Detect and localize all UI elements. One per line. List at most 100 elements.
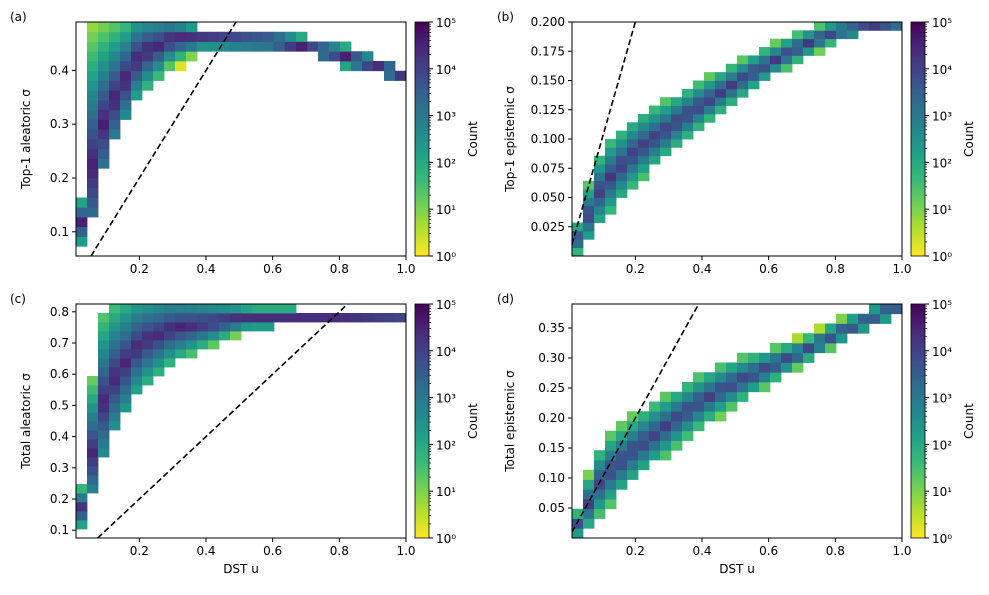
heatmap-cell [748,55,760,65]
heatmap-cell [836,30,848,40]
heatmap-cell [241,31,253,42]
heatmap-cell [605,499,617,510]
heatmap-cell [759,55,771,65]
heatmap-cell [318,41,330,52]
heatmap-cell [164,340,176,350]
heatmap-cell [616,172,628,182]
y-axis-ticks: 0.1 0.2 0.3 0.4 [50,63,76,239]
y-axis-label: Total aleatoric σ [19,373,33,470]
heatmap-cell [131,376,143,386]
heatmap-cell [825,323,837,334]
heatmap-cell [98,340,110,350]
colorbar-tick-label: 10⁰ [932,250,952,264]
heatmap-cell [131,70,143,81]
heatmap-cell [869,304,881,315]
heatmap-cell [792,38,804,48]
heatmap-cell [120,331,132,341]
heatmap-cell [120,61,132,72]
colorbar-label: Count [962,403,976,439]
heatmap-cell [726,80,738,90]
heatmap-cell [186,340,198,350]
heatmap-cell [153,31,165,42]
heatmap-cell [98,41,110,52]
heatmap-cell [87,80,99,91]
heatmap-cell [384,313,396,323]
heatmap-cell [781,362,793,373]
heatmap-cell [153,70,165,81]
heatmap-cell [153,331,165,341]
heatmap-cell [186,313,198,323]
heatmap-cell [572,247,584,257]
colorbar-tick-label: 10⁵ [932,298,952,312]
colorbar-tick-label: 10² [436,156,456,170]
heatmap-cell [230,31,242,42]
heatmap-cell [627,430,639,441]
heatmap-cell [153,22,165,33]
colorbar [910,21,926,257]
heatmap-cell [649,147,661,157]
heatmap-cell [693,122,705,132]
x-tick-label: 0.2 [626,544,645,558]
heatmap-cell [120,403,132,413]
heatmap-cell [759,362,771,373]
heatmap-cells [76,22,407,247]
heatmap-cell [120,385,132,395]
heatmap-cell [252,304,264,314]
heatmap-cell [781,352,793,363]
heatmap-cell [748,72,760,81]
heatmap-cell [715,362,727,373]
heatmap-cell [627,440,639,451]
heatmap-cell [627,130,639,140]
heatmap-cell [87,90,99,101]
heatmap-cell [693,411,705,422]
heatmap-cell [87,100,99,111]
heatmap-cell [671,122,683,132]
heatmap-cell [682,88,694,98]
heatmap-cell [120,70,132,81]
heatmap-cell [847,313,859,324]
heatmap-cell [814,38,826,48]
heatmap-cell [208,322,220,332]
x-axis-ticks: 0.2 0.4 0.6 0.8 1.0 [130,538,416,558]
heatmap-cell [186,304,198,314]
heatmap-cell [230,304,242,314]
heatmap-cell [803,352,815,363]
heatmap-cell [285,313,297,323]
heatmap-cell [285,304,297,314]
heatmap-cell [616,147,628,157]
x-axis-label: DST u [223,562,259,576]
heatmap-cell [737,391,749,402]
heatmap-cell [197,31,209,42]
heatmap-cell [109,394,121,404]
heatmap-cell [847,30,859,40]
colorbar [910,303,926,539]
heatmap-cell [230,322,242,332]
heatmap-cell [87,129,99,140]
heatmap-cell [98,349,110,359]
colorbar-tick-label: 10⁰ [932,532,952,546]
heatmap-cell [76,484,88,494]
heatmap-cell [252,322,264,332]
colorbar-ticks: 10⁰ 10¹ 10² 10³ 10⁴ 10⁵ [429,16,456,264]
heatmap-cell [76,236,88,247]
heatmap-cell [164,51,176,62]
x-tick-label: 0.4 [692,544,711,558]
heatmap-cell [693,113,705,123]
heatmap-cell [693,97,705,106]
heatmap-cell [605,469,617,480]
heatmap-cell [869,22,881,31]
heatmap-cell [880,22,892,31]
heatmap-cell [120,304,132,314]
heatmap-cell [175,51,187,62]
heatmap-cell [98,313,110,323]
heatmap-cell [285,31,297,42]
x-tick-label: 0.6 [263,262,282,276]
heatmap-cell [109,385,121,395]
heatmap-cell [726,362,738,373]
colorbar-tick-label: 10² [932,156,952,170]
heatmap-cell [748,80,760,90]
heatmap-cell [318,313,330,323]
heatmap-cell [627,469,639,480]
heatmap-cell [142,331,154,341]
x-tick-label: 0.8 [826,544,845,558]
